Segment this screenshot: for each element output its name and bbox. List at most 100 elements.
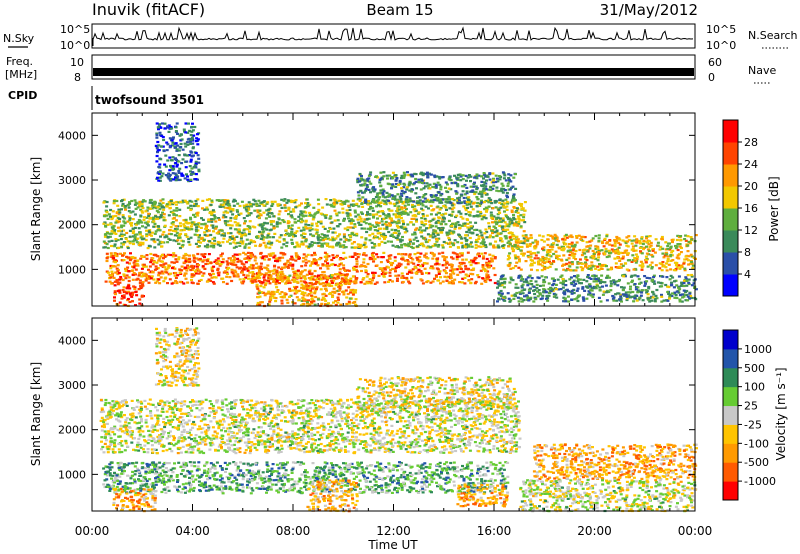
heatmap-cell	[450, 256, 453, 259]
heatmap-cell	[294, 199, 298, 202]
heatmap-cell	[529, 242, 533, 246]
heatmap-cell	[346, 281, 350, 284]
heatmap-cell	[404, 207, 408, 211]
heatmap-cell	[275, 290, 279, 293]
heatmap-cell	[314, 228, 318, 231]
heatmap-cell	[221, 241, 225, 244]
heatmap-cell	[183, 142, 187, 145]
heatmap-cell	[478, 229, 482, 232]
heatmap-cell	[379, 201, 383, 204]
heatmap-cell	[359, 211, 363, 214]
heatmap-cell	[585, 250, 589, 253]
heatmap-cell	[266, 264, 270, 267]
heatmap-cell	[317, 234, 320, 237]
heatmap-cell	[326, 237, 330, 240]
heatmap-cell	[184, 257, 188, 260]
heatmap-cell	[476, 253, 480, 256]
heatmap-cell	[304, 202, 307, 205]
heatmap-cell	[339, 303, 343, 306]
heatmap-cell	[491, 236, 495, 239]
heatmap-cell	[420, 235, 424, 238]
heatmap-cell	[212, 282, 216, 285]
heatmap-cell	[162, 263, 166, 266]
heatmap-cell	[132, 242, 135, 246]
heatmap-cell	[121, 216, 125, 219]
heatmap-cell	[437, 243, 441, 247]
heatmap-cell	[324, 299, 328, 302]
heatmap-cell	[331, 290, 335, 293]
heatmap-cell	[679, 266, 683, 269]
heatmap-cell	[164, 276, 168, 279]
heatmap-cell	[276, 276, 280, 279]
heatmap-cell	[491, 187, 495, 190]
heatmap-cell	[307, 224, 311, 227]
heatmap-cell	[177, 160, 181, 163]
heatmap-cell	[471, 268, 475, 271]
heatmap-cell	[249, 256, 253, 259]
heatmap-cell	[264, 292, 268, 295]
heatmap-cell	[180, 265, 184, 268]
heatmap-cell	[460, 224, 464, 227]
heatmap-cell	[256, 211, 260, 214]
heatmap-cell	[402, 212, 406, 215]
heatmap-cell	[292, 270, 296, 274]
heatmap-cell	[480, 175, 483, 178]
heatmap-cell	[242, 229, 246, 232]
heatmap-cell	[278, 292, 282, 295]
heatmap-cell	[402, 176, 406, 179]
heatmap-cell	[578, 258, 582, 261]
heatmap-cell	[243, 206, 246, 209]
heatmap-cell	[489, 214, 493, 217]
heatmap-cell	[467, 210, 471, 214]
heatmap-cell	[190, 172, 193, 176]
heatmap-cell	[585, 245, 589, 248]
heatmap-cell	[302, 287, 306, 290]
heatmap-cell	[113, 229, 117, 232]
heatmap-cell	[235, 266, 239, 269]
heatmap-cell	[337, 298, 340, 301]
heatmap-cell	[401, 258, 405, 261]
heatmap-cell	[186, 175, 189, 178]
heatmap-cell	[322, 284, 326, 288]
heatmap-cell	[480, 195, 484, 198]
heatmap-cell	[482, 238, 486, 241]
heatmap-cell	[226, 201, 230, 204]
heatmap-cell	[513, 254, 517, 257]
heatmap-cell	[254, 256, 258, 259]
heatmap-cell	[452, 272, 456, 275]
heatmap-cell	[317, 274, 320, 277]
heatmap-cell	[336, 275, 340, 278]
heatmap-cell	[393, 259, 397, 262]
heatmap-cell	[459, 212, 463, 215]
heatmap-cell	[192, 257, 196, 260]
heatmap-cell	[626, 240, 630, 243]
heatmap-cell	[614, 266, 618, 269]
heatmap-cell	[280, 291, 284, 294]
heatmap-cell	[325, 280, 329, 284]
heatmap-cell	[482, 177, 485, 180]
heatmap-cell	[464, 258, 468, 261]
heatmap-cell	[338, 287, 342, 290]
heatmap-cell	[330, 205, 334, 208]
heatmap-cell	[231, 235, 235, 238]
heatmap-cell	[441, 264, 445, 267]
heatmap-cell	[480, 201, 484, 204]
heatmap-cell	[116, 221, 120, 224]
heatmap-cell	[332, 301, 335, 304]
heatmap-cell	[237, 228, 241, 231]
heatmap-cell	[325, 253, 329, 256]
heatmap-cell	[323, 255, 327, 258]
heatmap-cell	[567, 268, 571, 271]
heatmap-cell	[488, 253, 492, 256]
heatmap-cell	[134, 273, 137, 276]
heatmap-cell	[290, 231, 294, 234]
heatmap-cell	[313, 282, 317, 285]
heatmap-cell	[251, 271, 255, 274]
heatmap-cell	[129, 211, 133, 214]
heatmap-cell	[267, 275, 271, 278]
heatmap-cell	[608, 243, 612, 246]
heatmap-cell	[355, 202, 359, 205]
heatmap-cell	[242, 280, 246, 283]
heatmap-cell	[193, 215, 197, 218]
